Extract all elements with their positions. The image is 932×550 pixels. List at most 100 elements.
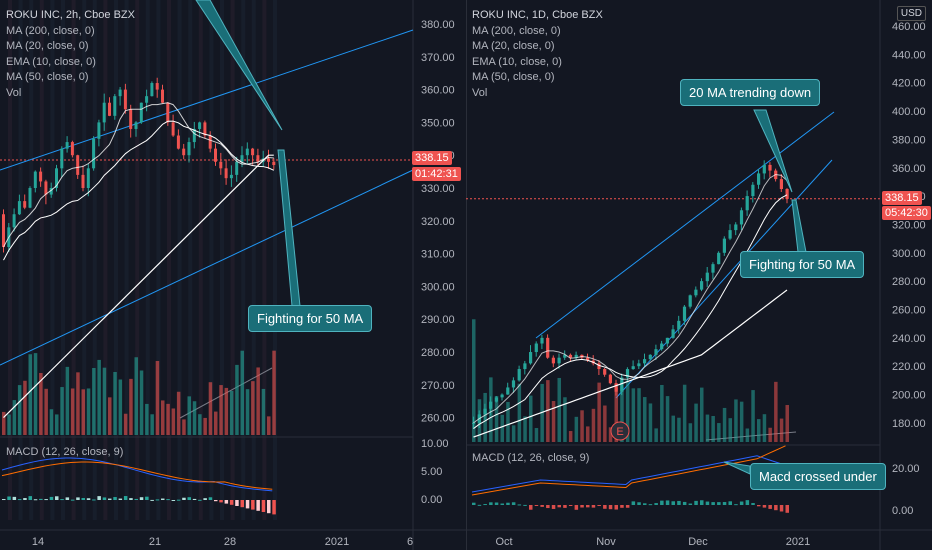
left-legend-vol[interactable]: Vol bbox=[6, 86, 22, 99]
left-candle bbox=[171, 122, 175, 136]
right-callout-20ma[interactable]: 20 MA trending down bbox=[680, 79, 821, 106]
right-candle bbox=[757, 173, 761, 185]
right-macd-bar bbox=[546, 505, 550, 509]
left-signal-line bbox=[1, 461, 273, 490]
left-volume-bar bbox=[251, 381, 255, 435]
right-volume-bar bbox=[534, 428, 539, 442]
right-legend-ma200[interactable]: MA (200, close, 0) bbox=[472, 24, 561, 37]
right-callout-pointer-mid bbox=[791, 199, 807, 253]
right-volume-bar bbox=[597, 382, 601, 442]
right-volume-bar bbox=[728, 418, 732, 442]
left-chart-canvas[interactable]: 380.00370.00360.00350.00340.00330.00320.… bbox=[0, 0, 466, 550]
left-macd-bar bbox=[267, 500, 271, 514]
right-y-tick: 280.00 bbox=[892, 276, 926, 288]
left-macd-bar bbox=[102, 497, 107, 500]
right-candle bbox=[785, 189, 789, 199]
left-candle bbox=[267, 158, 270, 162]
left-volume-bar bbox=[176, 391, 181, 435]
right-volume-bar bbox=[688, 423, 693, 442]
right-legend-ema10[interactable]: EMA (10, close, 0) bbox=[472, 55, 562, 68]
right-volume-bar bbox=[677, 417, 681, 442]
right-candle bbox=[551, 357, 555, 364]
session-stripe bbox=[71, 0, 76, 520]
right-y-tick: 180.00 bbox=[892, 418, 926, 430]
session-stripe bbox=[39, 0, 44, 520]
right-macd-bar bbox=[688, 503, 693, 505]
left-macd-bar bbox=[224, 500, 229, 504]
session-stripe bbox=[209, 0, 214, 520]
left-volume-bar bbox=[155, 360, 160, 435]
left-macd-bar bbox=[97, 496, 101, 500]
right-volume-bar bbox=[477, 399, 482, 442]
currency-badge[interactable]: USD bbox=[896, 6, 926, 21]
left-candle bbox=[208, 135, 212, 149]
left-legend-ma200[interactable]: MA (200, close, 0) bbox=[6, 24, 95, 37]
right-volume-bar bbox=[625, 380, 630, 442]
left-macd-bar bbox=[240, 500, 244, 508]
right-x-tick: Dec bbox=[688, 536, 708, 548]
right-callout-macd[interactable]: Macd crossed under bbox=[750, 463, 886, 490]
left-legend-ma20[interactable]: MA (20, close, 0) bbox=[6, 40, 89, 52]
left-volume-bar bbox=[240, 350, 244, 435]
right-macd-bar bbox=[529, 505, 533, 510]
left-candle bbox=[97, 122, 101, 139]
left-volume-bar bbox=[49, 409, 54, 435]
right-macd-bar bbox=[762, 505, 767, 508]
right-candle bbox=[728, 230, 732, 239]
left-volume-bar bbox=[198, 414, 202, 435]
left-macd-bar bbox=[17, 499, 22, 501]
session-stripe bbox=[103, 0, 108, 520]
right-legend-ma20[interactable]: MA (20, close, 0) bbox=[472, 40, 555, 52]
right-candle bbox=[500, 394, 504, 398]
left-macd-label[interactable]: MACD (12, 26, close, 9) bbox=[6, 446, 124, 458]
left-price-tag: 338.15 bbox=[412, 151, 452, 165]
left-y-tick: 280.00 bbox=[421, 347, 455, 359]
right-chart-canvas[interactable]: 460.00440.00420.00400.00380.00360.00340.… bbox=[466, 0, 932, 550]
right-legend: ROKU INC, 1D, Cboe BZX MA (200, close, 0… bbox=[472, 8, 603, 101]
right-y-tick: 440.00 bbox=[892, 49, 926, 61]
right-candle bbox=[586, 357, 590, 361]
left-macd-bar bbox=[92, 499, 96, 501]
right-macd-bar bbox=[580, 505, 584, 508]
right-candle bbox=[574, 354, 578, 358]
left-volume-bar bbox=[44, 388, 48, 435]
left-y-tick: 290.00 bbox=[421, 314, 455, 326]
right-macd-label[interactable]: MACD (12, 26, close, 9) bbox=[472, 452, 590, 464]
right-volume-bar bbox=[591, 408, 596, 442]
right-volume-bar bbox=[762, 414, 767, 442]
left-volume-bar bbox=[17, 385, 22, 435]
right-macd-bar bbox=[774, 505, 778, 511]
left-x-tick: 6 bbox=[407, 536, 413, 548]
right-macd-tick: 20.00 bbox=[892, 463, 920, 475]
left-macd-bar bbox=[219, 500, 223, 503]
left-volume-bar bbox=[12, 400, 17, 435]
left-chart-pane[interactable]: 380.00370.00360.00350.00340.00330.00320.… bbox=[0, 0, 466, 550]
right-chart-pane[interactable]: 460.00440.00420.00400.00380.00360.00340.… bbox=[466, 0, 932, 550]
right-x-tick: 2021 bbox=[786, 536, 810, 548]
left-volume-bar bbox=[219, 385, 223, 435]
right-volume-bar bbox=[608, 427, 613, 442]
right-macd-bar bbox=[728, 501, 732, 505]
left-volume-bar bbox=[224, 387, 229, 435]
right-y-tick: 360.00 bbox=[892, 163, 926, 175]
left-macd-bar bbox=[171, 499, 176, 501]
right-macd-bar bbox=[489, 502, 493, 505]
right-macd-bar bbox=[700, 500, 704, 505]
left-callout-50ma[interactable]: Fighting for 50 MA bbox=[248, 305, 373, 332]
right-macd-bar bbox=[534, 505, 539, 506]
right-macd-bar bbox=[557, 505, 561, 508]
left-macd-bar bbox=[49, 496, 54, 500]
right-legend-vol[interactable]: Vol bbox=[472, 86, 488, 99]
left-legend-ema10[interactable]: EMA (10, close, 0) bbox=[6, 55, 96, 68]
left-channel-upper bbox=[0, 29, 414, 171]
left-legend-ma50[interactable]: MA (50, close, 0) bbox=[6, 71, 89, 83]
left-x-tick: 14 bbox=[32, 536, 44, 548]
left-candle bbox=[272, 161, 276, 166]
right-candle bbox=[671, 329, 675, 338]
right-legend-ma50[interactable]: MA (50, close, 0) bbox=[472, 71, 555, 83]
right-macd-bar bbox=[705, 501, 710, 505]
left-macd-bar bbox=[28, 496, 32, 500]
right-callout-50ma[interactable]: Fighting for 50 MA bbox=[740, 251, 865, 278]
right-callout-pointer-macd bbox=[723, 461, 751, 475]
left-x-tick: 28 bbox=[224, 536, 236, 548]
